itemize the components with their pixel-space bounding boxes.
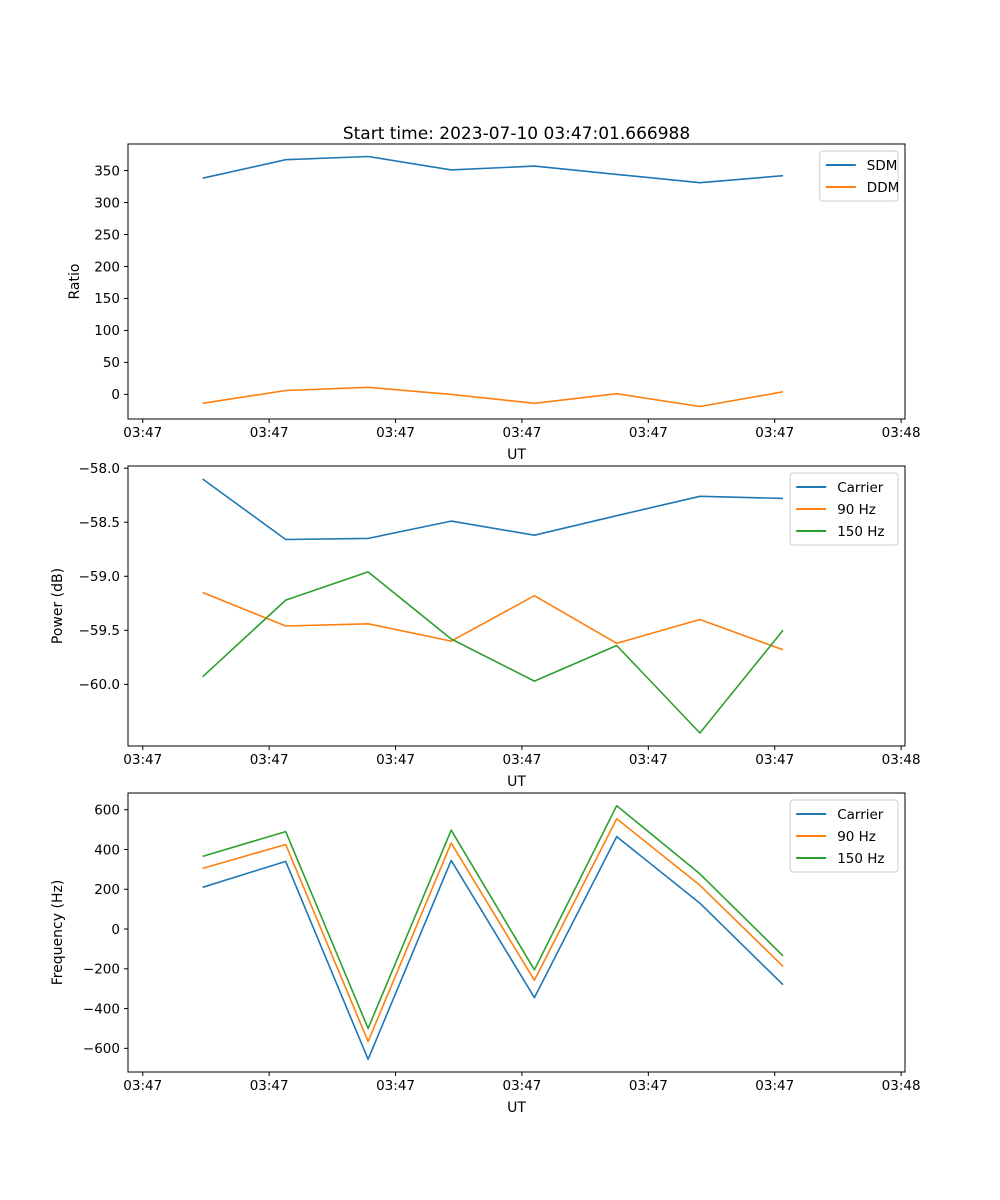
ratio-legend-box <box>819 150 899 202</box>
ratio-x-axis-label: UT <box>507 447 526 463</box>
frequency-y-tick-label: −600 <box>83 1041 120 1057</box>
ratio-legend-label-ddm: DDM <box>867 180 899 196</box>
power-x-tick-label: 03:47 <box>376 752 415 768</box>
power-y-tick-label: −58.5 <box>79 515 120 531</box>
ratio-x-tick-label: 03:47 <box>629 425 668 441</box>
ratio-y-tick-label: 50 <box>103 355 120 371</box>
frequency-y-tick-label: 200 <box>94 882 120 898</box>
power-legend-label-90-hz: 90 Hz <box>837 502 876 518</box>
ratio-y-tick-label: 200 <box>94 259 120 275</box>
frequency-chart: −600 −400 −200 0 200 400 600 03:47 03:47 03:47 03:… <box>50 792 921 1116</box>
frequency-legend-label-90-hz: 90 Hz <box>837 829 876 845</box>
frequency-legend-label-carrier: Carrier <box>837 807 884 823</box>
power-x-tick-label: 03:47 <box>502 752 541 768</box>
power-x-tick-label: 03:47 <box>123 752 162 768</box>
ratio-x-tick-label: 03:47 <box>123 425 162 441</box>
ratio-line-sdm <box>202 155 784 184</box>
frequency-y-axis-label: Frequency (Hz) <box>50 880 66 986</box>
power-line-90-hz <box>202 591 784 651</box>
frequency-x-tick-label: 03:48 <box>882 1078 921 1094</box>
ratio-y-tick-label: 350 <box>94 163 120 179</box>
frequency-x-tick-label: 03:47 <box>755 1078 794 1094</box>
frequency-x-tick-label: 03:47 <box>123 1078 162 1094</box>
frequency-x-tick-label: 03:47 <box>502 1078 541 1094</box>
frequency-legend-label-150-hz: 150 Hz <box>837 851 884 867</box>
ratio-x-tick-label: 03:47 <box>755 425 794 441</box>
power-y-axis-label: Power (dB) <box>50 568 66 644</box>
ratio-x-tick-label: 03:47 <box>250 425 289 441</box>
power-chart: −60.0 −59.5 −59.0 −58.5 −58.0 03:47 03:47 03:47… <box>50 461 921 790</box>
frequency-x-tick-label: 03:47 <box>250 1078 289 1094</box>
power-x-tick-label: 03:48 <box>882 752 921 768</box>
ratio-y-tick-label: 0 <box>111 387 120 403</box>
power-legend-label-carrier: Carrier <box>837 480 884 496</box>
frequency-x-tick-label: 03:47 <box>376 1078 415 1094</box>
ratio-y-tick-label: 250 <box>94 227 120 243</box>
power-x-tick-label: 03:47 <box>755 752 794 768</box>
power-line-150-hz <box>202 571 784 734</box>
power-y-tick-label: −60.0 <box>79 677 120 693</box>
frequency-x-tick-label: 03:47 <box>629 1078 668 1094</box>
ratio-line-ddm <box>202 386 784 408</box>
ratio-x-tick-label: 03:47 <box>376 425 415 441</box>
power-x-tick-label: 03:47 <box>250 752 289 768</box>
ratio-x-tick-label: 03:47 <box>502 425 541 441</box>
frequency-y-tick-label: 0 <box>111 922 120 938</box>
ratio-y-tick-label: 300 <box>94 195 120 211</box>
ratio-y-axis-label: Ratio <box>67 264 83 300</box>
frequency-line-carrier <box>202 835 784 1061</box>
power-y-tick-label: −59.0 <box>79 569 120 585</box>
frequency-y-tick-label: 400 <box>94 842 120 858</box>
ratio-x-tick-label: 03:48 <box>882 425 921 441</box>
power-legend-label-150-hz: 150 Hz <box>837 524 884 540</box>
power-legend-box <box>789 472 899 546</box>
power-x-axis-label: UT <box>507 774 526 790</box>
frequency-y-tick-label: 600 <box>94 803 120 819</box>
ratio-plot-area <box>127 143 906 420</box>
ratio-y-tick-label: 150 <box>94 291 120 307</box>
frequency-legend-box <box>789 799 899 873</box>
power-y-tick-label: −59.5 <box>79 623 120 639</box>
ratio-chart: 0 50 100 150 200 250 300 350 03:47 03:47 03:47 03:4… <box>67 143 921 463</box>
frequency-line-90-hz <box>202 817 784 1043</box>
frequency-y-tick-label: −400 <box>83 1001 120 1017</box>
ratio-y-tick-label: 100 <box>94 323 120 339</box>
frequency-plot-area <box>127 792 906 1073</box>
power-y-tick-label: −58.0 <box>79 461 120 477</box>
power-x-tick-label: 03:47 <box>629 752 668 768</box>
ratio-legend-label-sdm: SDM <box>867 158 898 174</box>
frequency-line-150-hz <box>202 804 784 1030</box>
power-line-carrier <box>202 478 784 541</box>
frequency-y-tick-label: −200 <box>83 962 120 978</box>
frequency-x-axis-label: UT <box>507 1100 526 1116</box>
figure-title: Start time: 2023-07-10 03:47:01.666988 <box>343 124 690 144</box>
